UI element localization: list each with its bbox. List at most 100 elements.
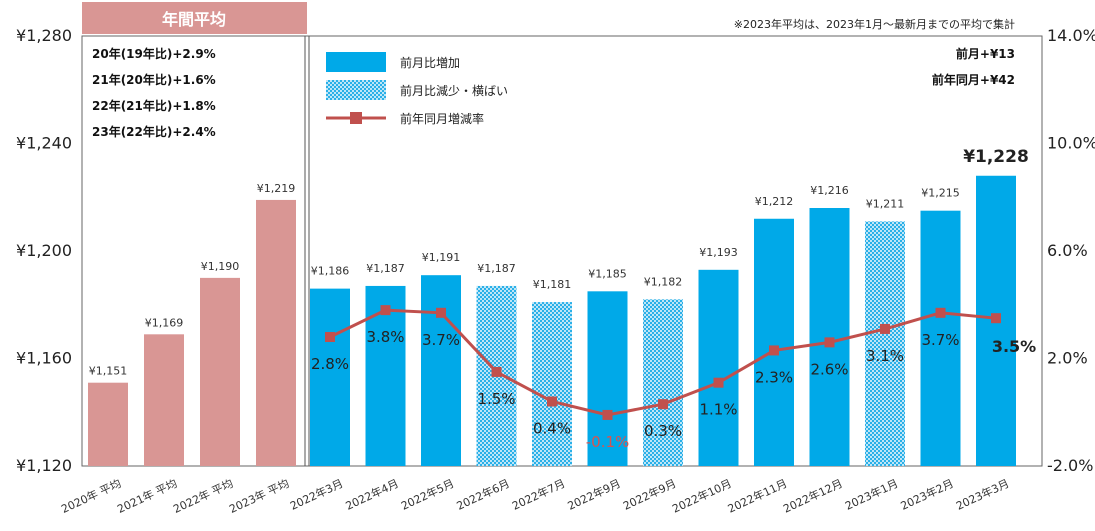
monthly-bar-value: ¥1,187 [477, 262, 516, 275]
yoy-marker [935, 307, 946, 318]
yoy-value-label: 1.1% [699, 401, 737, 419]
monthly-bar [754, 218, 794, 466]
monthly-bar-value: ¥1,211 [866, 197, 905, 210]
monthly-bar [532, 302, 572, 466]
monthly-bar [809, 208, 850, 466]
left-tick-label: ¥1,160 [16, 349, 72, 368]
legend-label-line: 前年同月増減率 [400, 111, 484, 126]
yoy-value-label: 2.6% [810, 360, 848, 378]
legend-label-down: 前月比減少・横ばい [400, 83, 508, 98]
monthly-bar-value: ¥1,185 [588, 267, 627, 280]
monthly-x-label: 2022年10月 [670, 476, 734, 516]
right-axis: 14.0% 10.0% 6.0% 2.0% -2.0% [1047, 26, 1095, 475]
yoy-marker [436, 307, 446, 318]
annual-change-2: 22年(21年比)+1.8% [92, 98, 216, 113]
annual-x-label: 2020年 平均 [59, 476, 123, 516]
right-tick-label: -2.0% [1047, 456, 1093, 475]
yoy-labels: 2.8% 3.8% 3.7% 1.5% 0.4% -0.1% 0.3% 1.1% 2.3% 2.6… [311, 328, 1036, 451]
legend-swatch-up [326, 52, 386, 72]
annual-x-label: 2021年 平均 [115, 476, 179, 516]
monthly-bar-value: ¥1,181 [533, 278, 572, 291]
summary-mom: 前月+¥13 [956, 46, 1015, 61]
yoy-marker [491, 366, 502, 377]
annual-x-label: 2023年 平均 [227, 476, 291, 516]
right-tick-label: 2.0% [1047, 349, 1088, 368]
legend: 前月比増加 前月比減少・横ばい 前年同月増減率 [326, 52, 508, 126]
yoy-marker [380, 305, 391, 316]
monthly-bar-value: ¥1,187 [366, 262, 405, 275]
yoy-marker [713, 377, 724, 388]
left-axis: ¥1,280 ¥1,240 ¥1,200 ¥1,160 ¥1,120 [16, 26, 72, 475]
monthly-x-label: 2022年5月 [399, 476, 457, 513]
note: ※2023年平均は、2023年1月～最新月までの平均で集計 [734, 17, 1015, 31]
monthly-x-label: 2023年2月 [898, 476, 956, 513]
yoy-value-label: 3.8% [366, 328, 404, 346]
monthly-bar [587, 291, 628, 466]
left-tick-label: ¥1,280 [16, 26, 72, 45]
monthly-x-label: 2022年9月 [621, 476, 679, 513]
yoy-marker [824, 337, 835, 348]
monthly-x-label: 2022年12月 [781, 476, 845, 516]
monthly-x-label: 2023年3月 [954, 476, 1012, 513]
monthly-x-label: 2022年4月 [343, 476, 401, 513]
yoy-value-label: 0.4% [533, 420, 571, 438]
yoy-value-label: 3.1% [866, 347, 904, 365]
monthly-x-label: 2022年3月 [288, 476, 346, 513]
yoy-marker [769, 345, 779, 356]
annual-bar-value: ¥1,151 [89, 365, 128, 378]
monthly-bar-value: ¥1,182 [644, 275, 683, 288]
annual-badge-label: 年間平均 [162, 10, 226, 29]
yoy-value-label: 3.7% [921, 331, 959, 349]
annual-badge [82, 2, 307, 34]
monthly-x-label: 2022年11月 [725, 476, 789, 516]
yoy-value-label: 3.5% [992, 337, 1036, 356]
monthly-x-label: 2023年1月 [843, 476, 901, 513]
left-tick-label: ¥1,120 [16, 456, 72, 475]
summary-yoy: 前年同月+¥42 [932, 72, 1015, 87]
monthly-bar [643, 299, 683, 466]
yoy-marker [547, 396, 557, 407]
bar-value-labels: ¥1,151 ¥1,169 ¥1,190 ¥1,219 ¥1,186 ¥1,187 ¥1,1… [89, 147, 1029, 378]
left-tick-label: ¥1,240 [16, 134, 72, 153]
bars [88, 175, 1016, 466]
yoy-value-label: 3.7% [422, 331, 460, 349]
yoy-value-label: 2.3% [755, 368, 793, 386]
yoy-line [325, 305, 1001, 420]
monthly-bar-value: ¥1,193 [699, 246, 738, 259]
monthly-x-label: 2022年6月 [454, 476, 512, 513]
annual-bar [200, 277, 240, 466]
left-tick-label: ¥1,200 [16, 241, 72, 260]
annual-change-3: 23年(22年比)+2.4% [92, 124, 216, 139]
monthly-bar-value: ¥1,215 [921, 187, 960, 200]
annual-bar-value: ¥1,190 [201, 260, 240, 273]
right-tick-label: 14.0% [1047, 26, 1095, 45]
annual-change-0: 20年(19年比)+2.9% [92, 46, 216, 61]
yoy-value-label: 2.8% [311, 355, 349, 373]
yoy-value-label: -0.1% [586, 433, 630, 451]
monthly-bar [698, 269, 739, 466]
legend-swatch-down [326, 80, 386, 100]
legend-label-up: 前月比増加 [400, 55, 460, 70]
monthly-bar [865, 221, 905, 466]
right-tick-label: 6.0% [1047, 241, 1088, 260]
annual-bar-value: ¥1,169 [145, 316, 184, 329]
monthly-x-label: 2022年7月 [510, 476, 568, 513]
right-tick-label: 10.0% [1047, 134, 1095, 153]
monthly-bar [920, 210, 961, 466]
monthly-bar-value: ¥1,191 [422, 251, 461, 264]
yoy-marker [602, 409, 613, 420]
monthly-x-label: 2022年9月 [565, 476, 623, 513]
annual-bar [88, 382, 128, 466]
monthly-bar-value: ¥1,212 [755, 195, 794, 208]
monthly-bar-value: ¥1,216 [810, 184, 849, 197]
annual-bar [144, 334, 184, 466]
monthly-bar [310, 288, 350, 466]
yoy-marker [658, 399, 668, 410]
yoy-marker [880, 323, 890, 334]
yoy-value-label: 0.3% [644, 422, 682, 440]
monthly-bar [421, 275, 461, 466]
annual-change-1: 21年(20年比)+1.6% [92, 72, 216, 87]
annual-x-label: 2022年 平均 [171, 476, 235, 516]
